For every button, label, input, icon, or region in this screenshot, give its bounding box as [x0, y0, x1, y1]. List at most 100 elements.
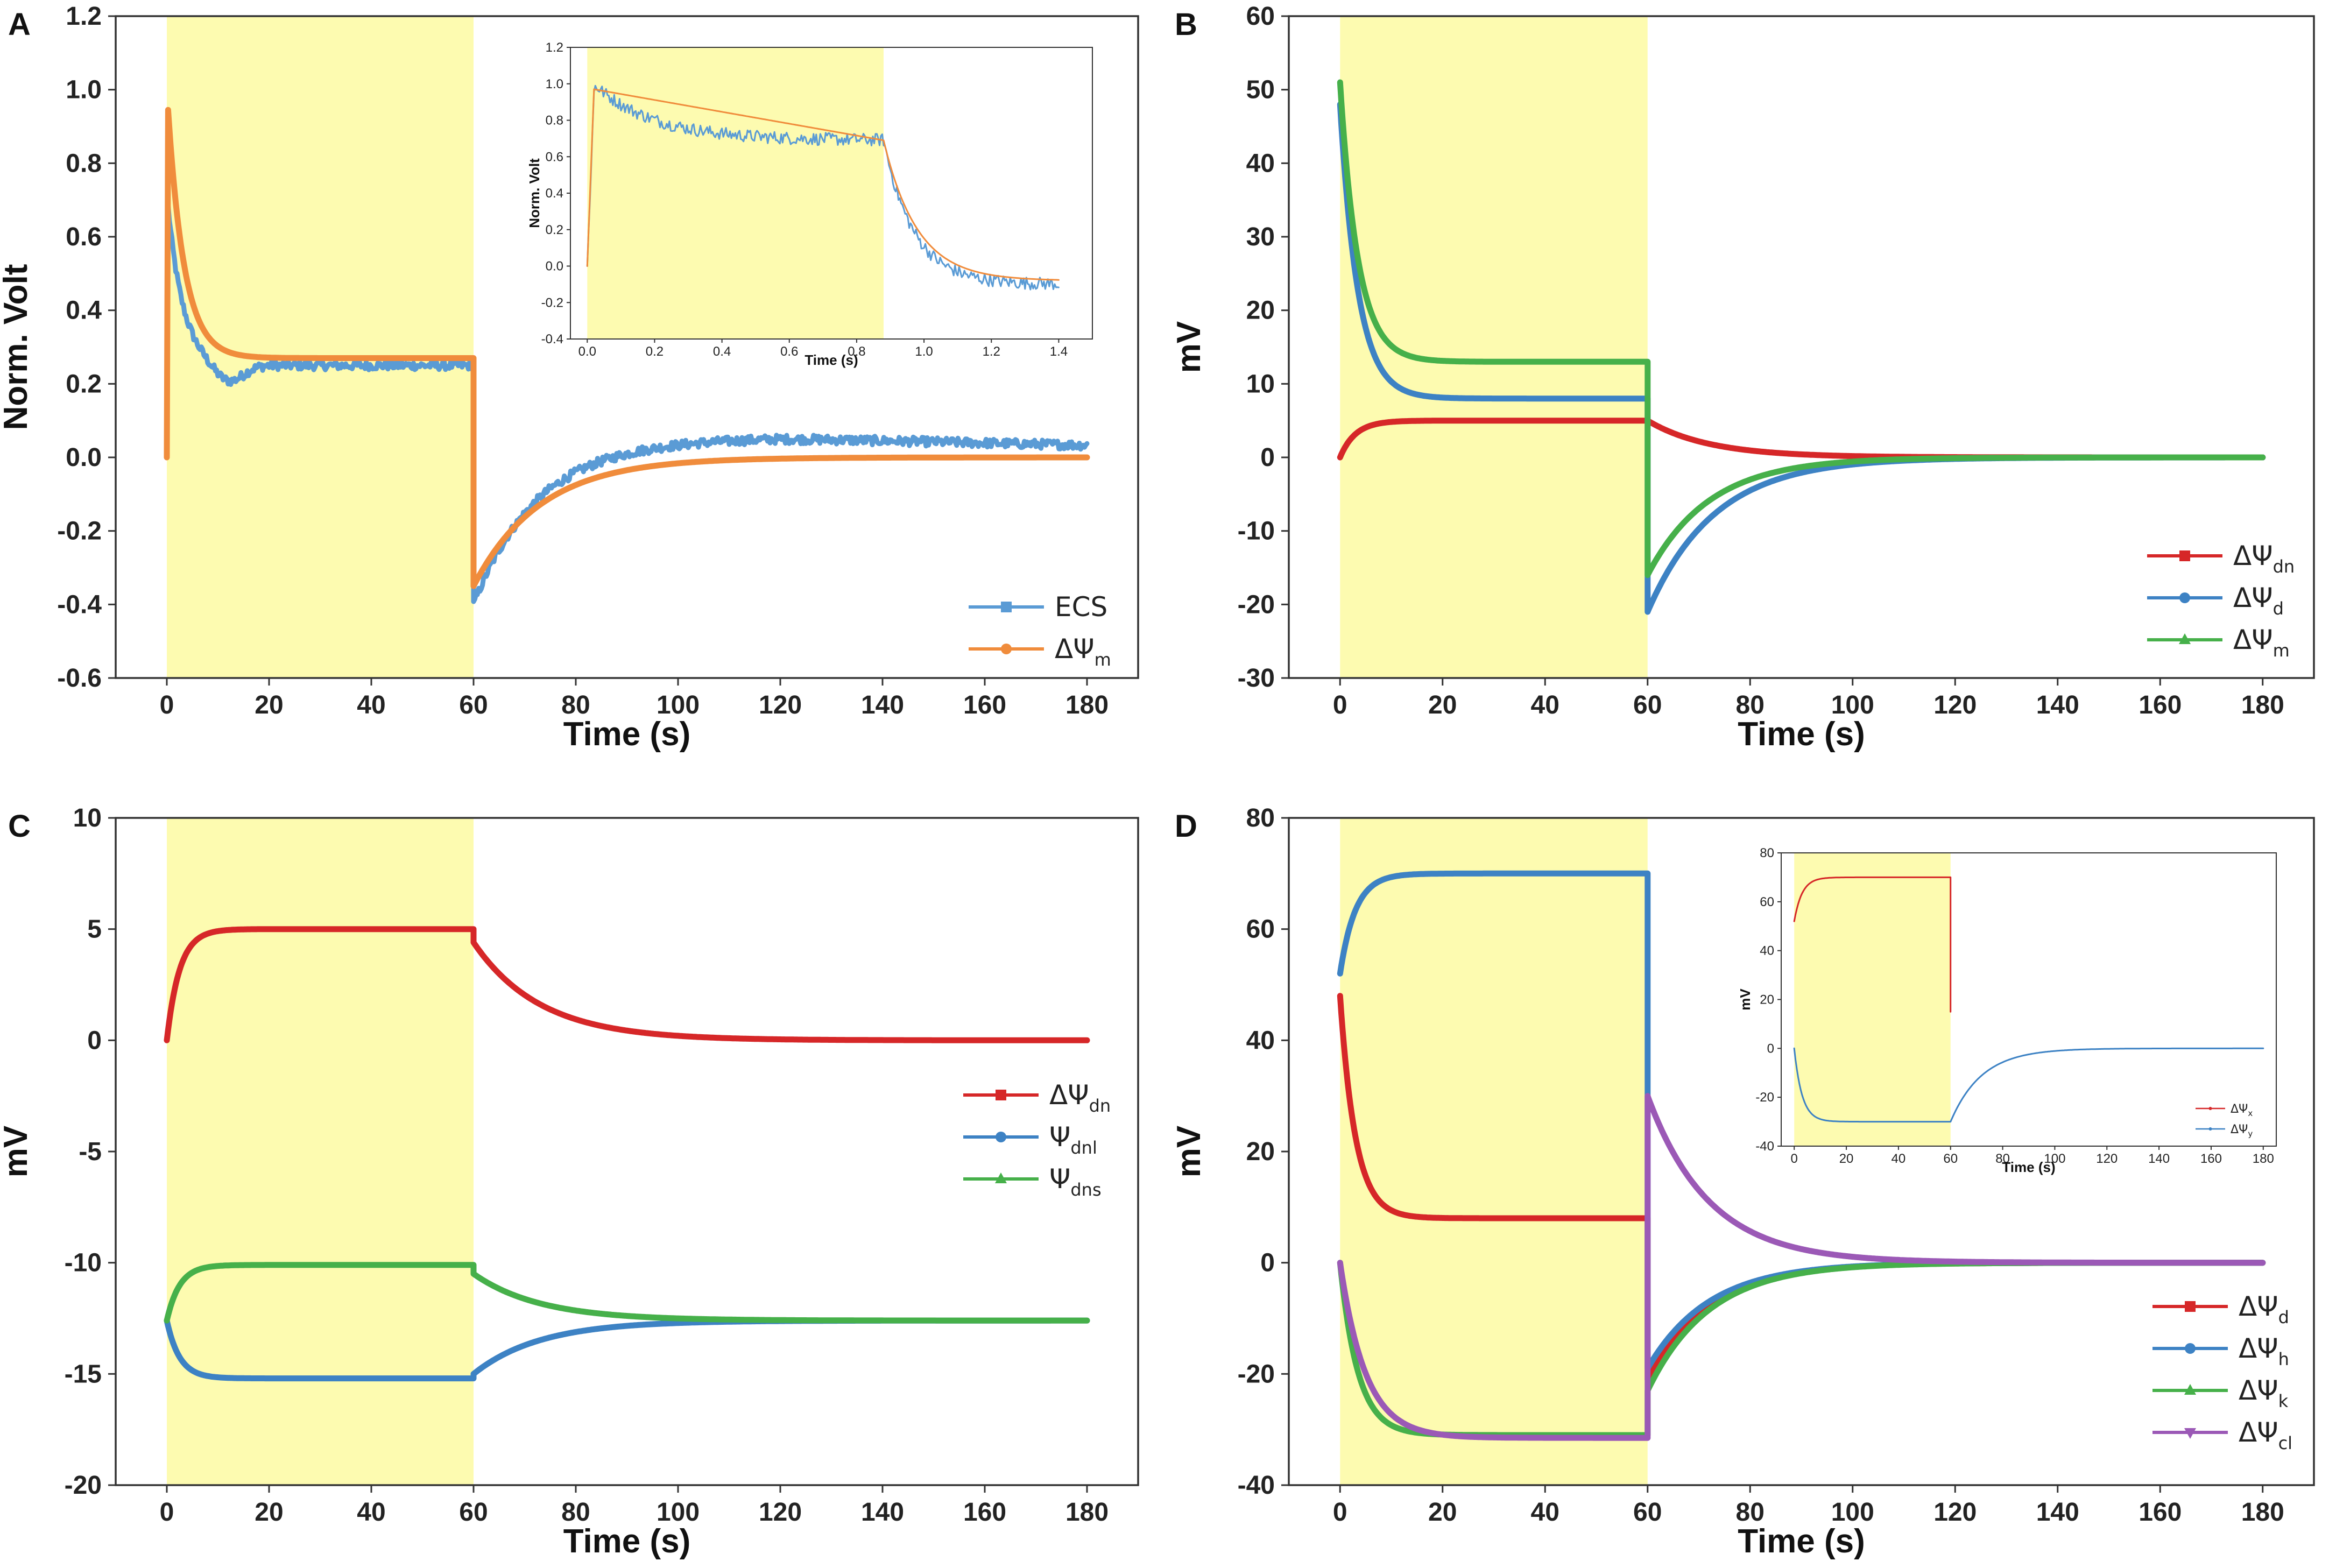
series-line-ΔΨm	[164, 107, 1090, 589]
panel-C: C 0 20 40 60 80 100 120 140 160 180 -20 -15 -10 -5 0 5 10…	[0, 804, 1139, 1560]
legend-label: ΔΨx	[2231, 1103, 2253, 1118]
legend-marker	[2184, 1428, 2196, 1439]
series-line-ΔΨm	[1337, 79, 2266, 578]
series-line-ECS	[586, 84, 1060, 291]
legend-label-sub: m	[2273, 640, 2290, 661]
panel-letter: B	[1175, 7, 1197, 42]
legend-label-main: ΔΨ	[2239, 1291, 2278, 1322]
x-tick-label: 160	[2139, 1498, 2182, 1527]
legend-label: ECS	[1055, 591, 1107, 623]
x-tick-label: 140	[861, 691, 904, 719]
y-tick-label: -40	[1238, 1471, 1275, 1500]
y-tick-label: 0	[1260, 443, 1275, 472]
plot-frame	[1288, 15, 2315, 679]
x-tick-label: 80	[1736, 691, 1765, 719]
legend-label-sub: h	[2278, 1349, 2289, 1369]
legend-label-main: ECS	[1055, 591, 1107, 623]
y-tick-label: -0.2	[57, 517, 102, 546]
x-tick-label: 40	[1892, 1152, 1906, 1166]
y-tick-label: -30	[1238, 664, 1275, 693]
legend-label-main: ΔΨ	[2231, 1103, 2248, 1116]
legend-label: ΔΨcl	[2239, 1417, 2292, 1453]
legend-label: ΔΨk	[2239, 1375, 2289, 1411]
x-tick-label: 0	[1333, 1498, 1347, 1527]
x-axis-title: Time (s)	[2002, 1159, 2055, 1175]
x-tick-label: 20	[1428, 1498, 1457, 1527]
stimulus-window	[167, 16, 474, 678]
y-tick-label: -0.2	[541, 295, 563, 310]
legend-label-sub: m	[1095, 649, 1111, 670]
y-tick-label: 0	[1767, 1041, 1774, 1056]
x-tick-label: 0.4	[713, 344, 731, 359]
y-tick-label: 10	[1246, 370, 1275, 398]
stimulus-window	[1794, 853, 1951, 1146]
x-tick-label: 60	[1633, 1498, 1662, 1527]
y-tick-label: 1.0	[546, 77, 563, 91]
x-tick-label: 160	[963, 1498, 1006, 1527]
x-tick-label: 180	[1065, 1498, 1109, 1527]
y-tick-label: -20	[1238, 1360, 1275, 1388]
x-tick-label: 60	[459, 691, 488, 719]
y-tick-label: -15	[65, 1360, 102, 1388]
x-tick-label: 100	[1831, 691, 1874, 719]
y-tick-label: 0.2	[66, 370, 102, 398]
stimulus-window	[1340, 16, 1648, 678]
x-tick-label: 120	[759, 691, 802, 719]
x-tick-label: 80	[561, 1498, 590, 1527]
x-tick-label: 40	[1531, 691, 1559, 719]
legend-marker	[996, 1132, 1006, 1142]
y-tick-label: 20	[1760, 993, 1774, 1007]
legend-marker	[2185, 1343, 2196, 1354]
y-axis-title: mV	[1170, 321, 1208, 373]
legend-label: ΔΨd	[2239, 1291, 2289, 1327]
y-tick-label: 50	[1246, 76, 1275, 104]
y-tick-label: 0	[1260, 1249, 1275, 1277]
x-tick-label: 140	[2148, 1152, 2170, 1166]
series-line-Ψdns	[164, 1262, 1090, 1324]
panel-A-inset: 0.0 0.2 0.4 0.6 0.8 1.0 1.2 1.4 -0.4 -0.2 0.0 0.2 0.…	[526, 40, 1093, 368]
y-tick-label: 40	[1760, 944, 1774, 958]
legend-label: Ψdnl	[1049, 1121, 1097, 1158]
panel-letter: D	[1175, 809, 1197, 844]
x-tick-label: 60	[1633, 691, 1662, 719]
legend-label: ΔΨm	[2233, 624, 2290, 661]
y-tick-label: 60	[1246, 915, 1275, 944]
y-axis-title: Norm. Volt	[526, 158, 542, 228]
x-tick-label: 0.0	[578, 344, 596, 359]
legend-label: ΔΨdn	[1049, 1079, 1111, 1116]
x-tick-label: 40	[1531, 1498, 1559, 1527]
legend-marker	[2185, 1301, 2196, 1312]
y-tick-label: 5	[87, 915, 102, 944]
y-tick-label: -5	[79, 1138, 102, 1166]
x-tick-label: 140	[861, 1498, 904, 1527]
x-tick-label: 140	[2036, 1498, 2079, 1527]
legend-label: ΔΨh	[2239, 1333, 2289, 1369]
y-tick-label: 0.6	[546, 150, 563, 164]
x-axis-title: Time (s)	[1738, 716, 1865, 753]
x-axis-title: Time (s)	[1738, 1523, 1865, 1560]
x-tick-label: 160	[2139, 691, 2182, 719]
y-tick-label: 20	[1246, 296, 1275, 325]
x-tick-label: 0	[1791, 1152, 1798, 1166]
y-tick-label: -20	[1755, 1090, 1774, 1105]
plot-frame	[115, 15, 1139, 679]
legend-label: ΔΨdn	[2233, 540, 2295, 577]
x-tick-label: 0	[1333, 691, 1347, 719]
y-tick-label: -40	[1755, 1139, 1774, 1154]
x-tick-label: 0	[160, 691, 174, 719]
x-tick-label: 0.6	[780, 344, 798, 359]
x-tick-label: 20	[1839, 1152, 1854, 1166]
y-tick-label: 0.8	[66, 149, 102, 178]
x-axis-title: Time (s)	[563, 716, 691, 753]
legend-label-main: ΔΨ	[1055, 633, 1095, 665]
x-tick-label: 140	[2036, 691, 2079, 719]
x-tick-label: 80	[1736, 1498, 1765, 1527]
legend-label-sub: d	[2273, 598, 2284, 619]
stimulus-window	[1340, 818, 1648, 1485]
legend-label-sub: x	[2248, 1108, 2253, 1118]
legend-label-main: ΔΨ	[2233, 624, 2273, 655]
x-tick-label: 120	[1933, 1498, 1977, 1527]
series-line-ECS	[164, 202, 1090, 604]
x-tick-label: 60	[459, 1498, 488, 1527]
